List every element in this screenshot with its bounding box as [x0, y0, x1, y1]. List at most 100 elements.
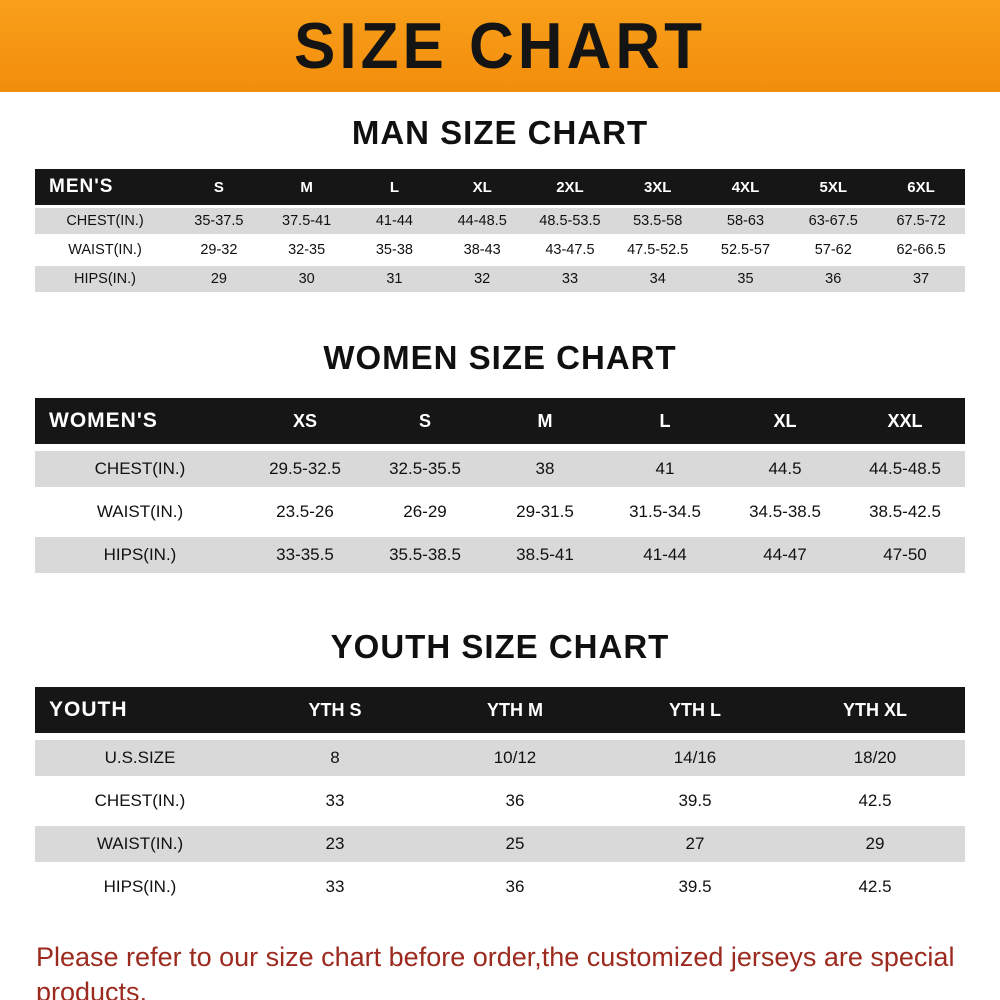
measurement-label: U.S.SIZE	[35, 740, 245, 776]
measurement-value: 39.5	[605, 869, 785, 905]
measurement-value: 53.5-58	[613, 208, 702, 234]
measurement-value: 33	[526, 266, 614, 292]
measurement-row: HIPS(IN.) 33 36 39.5 42.5	[35, 869, 965, 905]
measurement-value: 37.5-41	[262, 208, 351, 234]
table-title-cell: YOUTH	[35, 687, 245, 733]
measurement-value: 58-63	[701, 208, 790, 234]
size-column-header: M	[485, 398, 605, 444]
measurement-value: 41-44	[605, 537, 725, 573]
measurement-value: 43-47.5	[526, 237, 614, 263]
measurement-label: WAIST(IN.)	[35, 237, 175, 263]
measurement-row: HIPS(IN.) 33-35.5 35.5-38.5 38.5-41 41-44 44-…	[35, 537, 965, 573]
measurement-label: HIPS(IN.)	[35, 266, 175, 292]
measurement-value: 52.5-57	[701, 237, 790, 263]
measurement-value: 32-35	[262, 237, 351, 263]
measurement-label: WAIST(IN.)	[35, 826, 245, 862]
measurement-value: 33-35.5	[245, 537, 365, 573]
measurement-label: CHEST(IN.)	[35, 783, 245, 819]
measurement-label: CHEST(IN.)	[35, 208, 175, 234]
size-column-header: YTH M	[425, 687, 605, 733]
man-section-heading: MAN SIZE CHART	[351, 114, 649, 151]
footer-note: Please refer to our size chart before or…	[36, 940, 980, 1000]
size-column-header: L	[350, 169, 439, 205]
measurement-value: 37	[877, 266, 965, 292]
table-title-cell: MEN'S	[35, 169, 175, 205]
measurement-value: 31.5-34.5	[605, 494, 725, 530]
measurement-value: 8	[245, 740, 425, 776]
measurement-value: 38-43	[438, 237, 527, 263]
youth-size-table: YOUTH YTH S YTH M YTH L YTH XL U.S.SIZE 8 10/12…	[35, 680, 965, 912]
measurement-value: 32.5-35.5	[365, 451, 485, 487]
measurement-value: 44-47	[725, 537, 845, 573]
measurement-value: 42.5	[785, 783, 965, 819]
measurement-value: 27	[605, 826, 785, 862]
table-header-row: MEN'S S M L XL 2XL 3XL 4XL 5XL 6XL	[35, 169, 965, 205]
measurement-value: 67.5-72	[877, 208, 965, 234]
measurement-value: 44.5	[725, 451, 845, 487]
measurement-row: CHEST(IN.) 35-37.5 37.5-41 41-44 44-48.5 48.5…	[35, 208, 965, 234]
measurement-value: 35	[701, 266, 790, 292]
measurement-value: 48.5-53.5	[526, 208, 614, 234]
measurement-value: 35-37.5	[175, 208, 263, 234]
measurement-value: 34	[613, 266, 702, 292]
measurement-value: 33	[245, 783, 425, 819]
measurement-value: 34.5-38.5	[725, 494, 845, 530]
measurement-row: WAIST(IN.) 29-32 32-35 35-38 38-43 43-47.5 47.…	[35, 237, 965, 263]
measurement-value: 23.5-26	[245, 494, 365, 530]
size-column-header: S	[365, 398, 485, 444]
size-chart-banner: SIZE CHART	[0, 0, 1000, 92]
women-section-heading: WOMEN SIZE CHART	[323, 339, 677, 376]
size-column-header: 5XL	[789, 169, 878, 205]
measurement-row: WAIST(IN.) 23 25 27 29	[35, 826, 965, 862]
table-title-cell: WOMEN'S	[35, 398, 245, 444]
measurement-label: HIPS(IN.)	[35, 869, 245, 905]
measurement-value: 44-48.5	[438, 208, 527, 234]
measurement-label: WAIST(IN.)	[35, 494, 245, 530]
size-column-header: YTH S	[245, 687, 425, 733]
measurement-value: 36	[425, 783, 605, 819]
size-column-header: 6XL	[877, 169, 965, 205]
measurement-value: 38	[485, 451, 605, 487]
measurement-value: 29	[785, 826, 965, 862]
measurement-value: 18/20	[785, 740, 965, 776]
page-title: SIZE CHART	[294, 9, 706, 83]
measurement-value: 57-62	[789, 237, 878, 263]
measurement-value: 38.5-41	[485, 537, 605, 573]
size-column-header: 2XL	[526, 169, 614, 205]
measurement-value: 36	[425, 869, 605, 905]
measurement-value: 35.5-38.5	[365, 537, 485, 573]
women-size-table: WOMEN'S XS S M L XL XXL CHEST(IN.) 29.5-32.5 32.5…	[35, 391, 965, 580]
measurement-value: 42.5	[785, 869, 965, 905]
measurement-value: 31	[350, 266, 439, 292]
size-column-header: L	[605, 398, 725, 444]
youth-size-section: YOUTH SIZE CHART YOUTH YTH S YTH M YTH L YTH…	[0, 628, 1000, 912]
measurement-value: 38.5-42.5	[845, 494, 965, 530]
youth-section-heading: YOUTH SIZE CHART	[330, 628, 670, 665]
women-size-section: WOMEN SIZE CHART WOMEN'S XS S M L XL XXL CHEST(…	[0, 339, 1000, 580]
measurement-label: HIPS(IN.)	[35, 537, 245, 573]
measurement-value: 41	[605, 451, 725, 487]
measurement-value: 44.5-48.5	[845, 451, 965, 487]
table-header-row: YOUTH YTH S YTH M YTH L YTH XL	[35, 687, 965, 733]
man-size-table: MEN'S S M L XL 2XL 3XL 4XL 5XL 6XL CHEST(IN.) 35-37…	[35, 166, 965, 295]
measurement-row: CHEST(IN.) 29.5-32.5 32.5-35.5 38 41 44.5 44.5…	[35, 451, 965, 487]
measurement-row: U.S.SIZE 8 10/12 14/16 18/20	[35, 740, 965, 776]
measurement-value: 47-50	[845, 537, 965, 573]
measurement-value: 35-38	[350, 237, 439, 263]
measurement-value: 32	[438, 266, 527, 292]
measurement-value: 29-32	[175, 237, 263, 263]
measurement-value: 25	[425, 826, 605, 862]
measurement-value: 29	[175, 266, 263, 292]
measurement-value: 29-31.5	[485, 494, 605, 530]
size-column-header: 4XL	[701, 169, 790, 205]
size-column-header: 3XL	[613, 169, 702, 205]
size-column-header: XL	[438, 169, 527, 205]
measurement-value: 29.5-32.5	[245, 451, 365, 487]
measurement-value: 33	[245, 869, 425, 905]
size-column-header: XXL	[845, 398, 965, 444]
measurement-label: CHEST(IN.)	[35, 451, 245, 487]
measurement-value: 23	[245, 826, 425, 862]
size-column-header: XL	[725, 398, 845, 444]
measurement-value: 39.5	[605, 783, 785, 819]
measurement-row: WAIST(IN.) 23.5-26 26-29 29-31.5 31.5-34.5 34…	[35, 494, 965, 530]
